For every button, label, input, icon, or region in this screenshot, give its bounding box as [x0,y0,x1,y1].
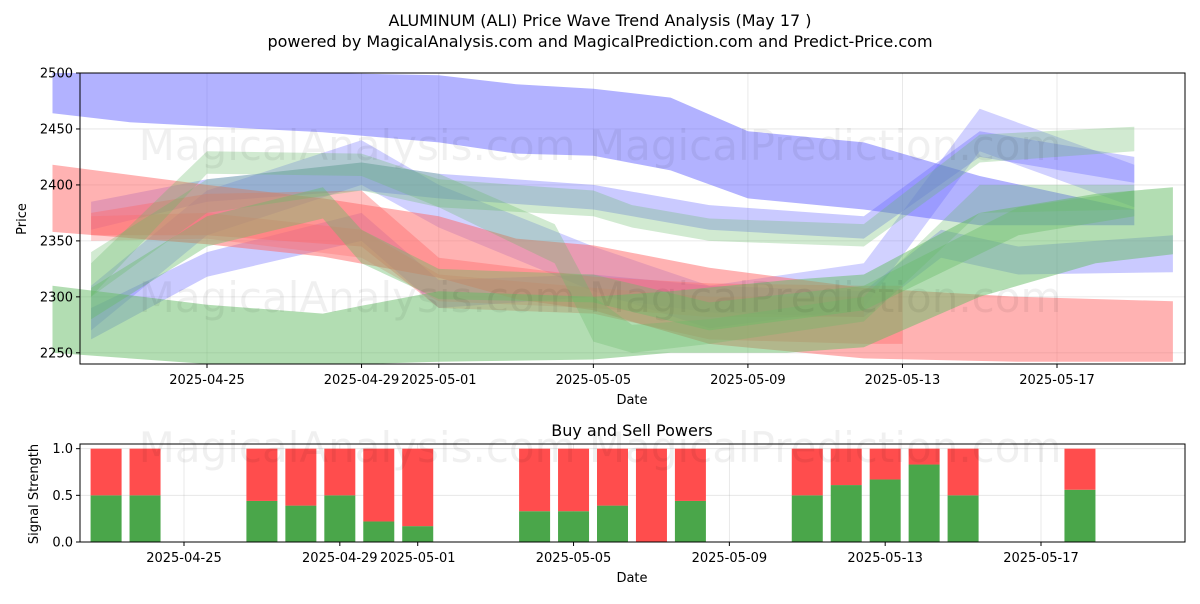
sell-bar [285,448,317,506]
price-x-tick-label: 2025-05-01 [401,373,477,388]
price-y-axis: 2250 2300 2350 2400 2450 2500 [40,67,80,361]
buy-bar [324,495,356,542]
signal-y-tick-label: 0.0 [52,536,73,551]
price-y-tick-label: 2350 [40,234,73,249]
sell-bar [1064,448,1096,490]
price-y-tick-label: 2300 [40,290,73,305]
signal-chart-border [79,443,1186,543]
sell-bar [674,448,706,501]
watermark-top-1: MagicalAnalysis.com MagicalPrediction.co… [139,121,1062,170]
signal-x-tick-label: 2025-05-13 [847,551,923,566]
sell-bar [597,448,628,506]
buy-bar [402,526,434,542]
watermark-top-2: MagicalAnalysis.com MagicalPrediction.co… [139,273,1062,322]
price-band-green-9 [91,162,1135,353]
signal-y-tick-label: 0.5 [52,489,73,504]
buy-bar [558,511,590,542]
price-band-blue-1 [91,131,1135,239]
price-chart: MagicalAnalysis.com MagicalPrediction.co… [15,67,1186,408]
sell-bar [129,448,161,496]
price-y-tick-label: 2450 [40,122,73,137]
price-x-axis: 2025-04-25 2025-04-29 2025-05-01 2025-05-05… [169,364,1095,388]
price-x-tick-label: 2025-05-13 [865,373,941,388]
buy-bar [869,479,901,542]
sell-bar [947,448,979,496]
signal-x-axis: 2025-04-25 2025-04-29 2025-05-01 2025-05-05… [146,542,1079,566]
price-band-green-8 [91,126,1135,297]
price-band-blue-0 [52,73,1135,226]
price-y-label: Price [15,203,30,235]
buy-bar [674,500,706,542]
signal-chart: Buy and Sell Powers MagicalAnalysis.com … [27,421,1186,586]
buy-bar [246,500,278,542]
price-band-red-6 [91,212,864,317]
price-wave-bands [52,73,1173,364]
signal-y-tick-label: 1.0 [52,442,73,457]
sell-bar [519,448,551,512]
sell-bar [90,448,122,496]
price-x-tick-label: 2025-05-05 [556,373,632,388]
buy-bar [830,485,862,542]
sell-bar [402,448,434,527]
buy-bar [791,495,823,542]
signal-bars [90,448,1096,542]
signal-chart-title: Buy and Sell Powers [551,421,713,440]
price-x-tick-label: 2025-05-09 [710,373,786,388]
price-y-tick-label: 2400 [40,178,73,193]
buy-bar [519,511,551,542]
signal-x-tick-label: 2025-05-17 [1003,551,1079,566]
price-x-tick-label: 2025-04-25 [169,373,245,388]
buy-bar [597,505,628,542]
buy-bar [285,505,317,542]
buy-bar [129,495,161,542]
price-y-tick-label: 2250 [40,346,73,361]
sell-bar [791,448,823,496]
signal-y-axis: 0.0 0.5 1.0 [52,442,80,551]
sell-bar [908,448,940,465]
signal-x-tick-label: 2025-05-09 [692,551,768,566]
buy-bar [90,495,122,542]
price-x-label: Date [616,393,647,408]
buy-bar [1064,489,1096,542]
price-x-tick-label: 2025-05-17 [1019,373,1095,388]
signal-y-label: Signal Strength [27,444,42,544]
price-band-green-7 [52,187,1173,364]
signal-x-tick-label: 2025-04-25 [146,551,222,566]
signal-x-tick-label: 2025-04-29 [302,551,378,566]
sell-bar [324,448,356,496]
buy-bar [947,495,979,542]
price-x-tick-label: 2025-04-29 [324,373,400,388]
signal-x-tick-label: 2025-05-05 [536,551,612,566]
buy-bar [908,464,940,542]
buy-bar [363,521,395,542]
sell-bar [558,448,590,512]
price-band-green-10 [91,187,1135,331]
sell-bar [246,448,278,501]
price-y-tick-label: 2500 [40,67,73,82]
price-chart-border [79,72,1186,365]
signal-x-label: Date [616,571,647,586]
sell-bar [869,448,901,480]
figure-title: ALUMINUM (ALI) Price Wave Trend Analysis… [388,11,811,30]
watermark-bottom: MagicalAnalysis.com MagicalPrediction.co… [139,423,1062,472]
sell-bar [830,448,862,486]
figure-subtitle: powered by MagicalAnalysis.com and Magic… [267,32,932,51]
sell-bar [635,448,667,542]
signal-x-tick-label: 2025-05-01 [380,551,456,566]
sell-bar [363,448,395,522]
